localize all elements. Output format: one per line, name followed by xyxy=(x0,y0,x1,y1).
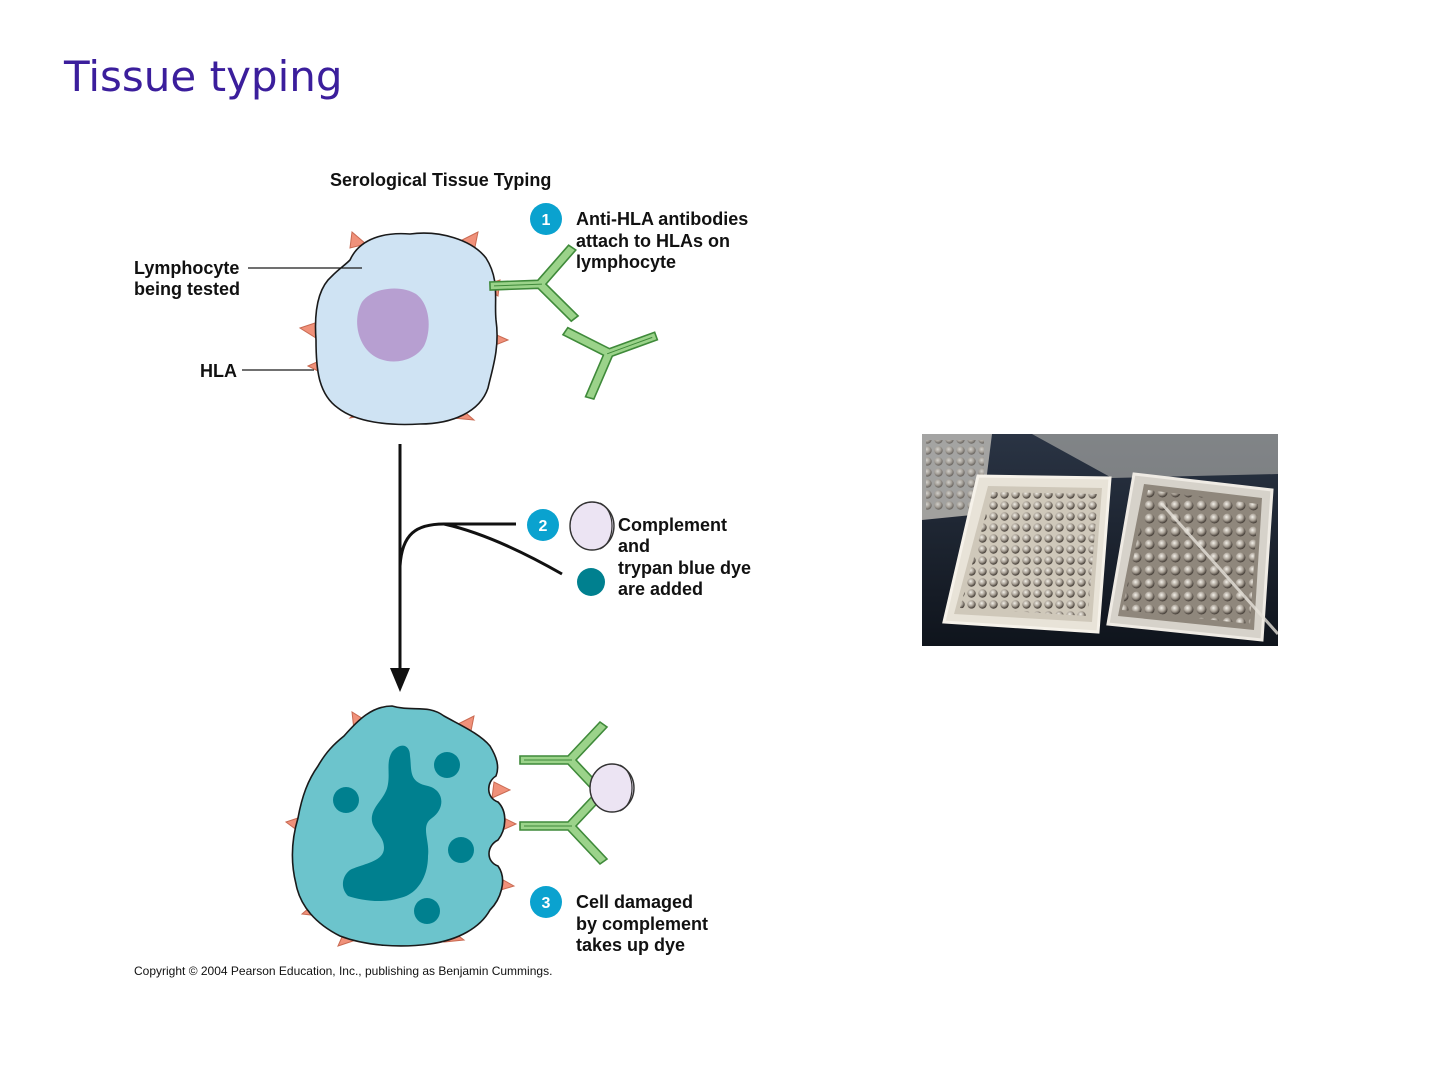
svg-text:2: 2 xyxy=(539,518,548,535)
lymphocyte-label-line1: Lymphocyte xyxy=(134,258,239,278)
step-2-text-line4: are added xyxy=(618,579,703,599)
slide-title: Tissue typing xyxy=(64,52,343,101)
microtiter-plates-photo xyxy=(922,434,1278,646)
step-3-text-line2: by complement xyxy=(576,914,708,934)
step-3-badge: 3 xyxy=(530,886,562,918)
lymphocyte-cell xyxy=(298,231,510,426)
process-arrow xyxy=(390,444,563,692)
antibody-bound xyxy=(487,244,580,325)
damaged-cell xyxy=(284,705,518,947)
diagram-title: Serological Tissue Typing xyxy=(330,170,551,190)
step-1-text-line1: Anti-HLA antibodies xyxy=(576,209,748,229)
step-3-text-line3: takes up dye xyxy=(576,935,685,955)
complement-icon xyxy=(569,501,615,551)
complement-bound-icon xyxy=(589,763,635,813)
step-2-text-line1: Complement xyxy=(618,515,727,535)
step-1-text-line3: lymphocyte xyxy=(576,252,676,272)
svg-text:1: 1 xyxy=(542,212,551,229)
step-2-text-line3: trypan blue dye xyxy=(618,558,751,578)
svg-text:3: 3 xyxy=(542,895,551,912)
step-3-text-line1: Cell damaged xyxy=(576,892,693,912)
hla-label: HLA xyxy=(200,361,237,381)
trypan-blue-dye-icon xyxy=(577,568,605,596)
copyright-text: Copyright © 2004 Pearson Education, Inc.… xyxy=(134,964,552,978)
damaged-nucleus xyxy=(342,745,442,902)
step-1-badge: 1 xyxy=(530,203,562,235)
lymphocyte-label-line2: being tested xyxy=(134,279,240,299)
lymphocyte-nucleus xyxy=(357,288,429,362)
step-2-text-line2: and xyxy=(618,536,650,556)
step-2-badge: 2 xyxy=(527,509,559,541)
step-1-text-line2: attach to HLAs on xyxy=(576,231,730,251)
